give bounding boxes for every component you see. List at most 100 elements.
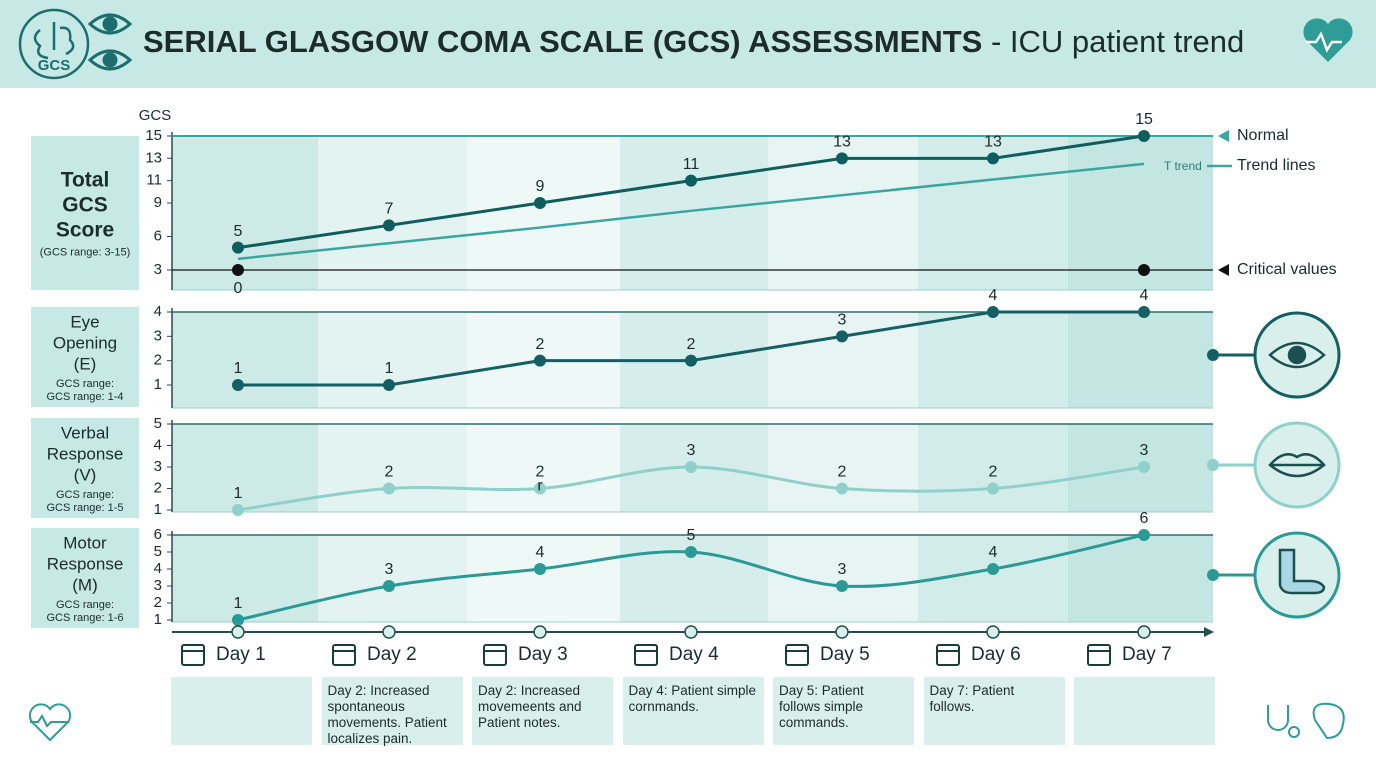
day-label: Day 5 [820,644,870,665]
data-label: 2 [989,464,998,481]
panel-label: Verbal [61,423,109,442]
day-label: Day 6 [971,644,1021,665]
panel-range: GCS range: 1-5 [46,502,123,514]
day-label: Day 4 [669,644,719,665]
panel-label-box [31,136,139,290]
y-tick-label: 9 [154,194,162,211]
data-label: 1 [385,360,394,377]
data-label: 6 [1140,510,1149,527]
data-label: 3 [838,312,847,329]
icon-text: GCS [38,57,71,74]
annotation: 0 [234,280,243,297]
panel-label: (M) [72,575,97,594]
data-label: 4 [536,544,545,561]
data-point [534,197,546,209]
data-point [987,563,999,575]
data-point [685,461,697,473]
column-band [467,424,620,512]
data-label: 3 [1140,442,1149,459]
data-point [685,174,697,187]
panel-label-box [31,307,139,407]
y-tick-label: 5 [154,415,162,432]
arm-shape [1278,548,1326,595]
calendar-icon [332,644,356,666]
panel-range: GCS range: [56,489,114,501]
data-label: 5 [234,223,243,240]
data-label: 3 [838,561,847,578]
lips-shape [1268,453,1326,478]
data-label: 15 [1135,111,1153,128]
data-label: 2 [536,336,545,353]
y-tick-label: 3 [154,261,162,278]
column-band [1068,136,1213,290]
column-band [620,136,768,290]
column-band [318,312,467,408]
y-tick-label: 2 [154,594,162,611]
legend-label: Critical values [1237,261,1337,278]
data-label: 2 [838,464,847,481]
y-tick-label: 4 [154,560,162,577]
critical-marker [1138,264,1150,276]
data-point [534,563,546,575]
column-band [1068,312,1213,408]
panel-range: GCS range: [56,599,114,611]
data-label: 11 [683,156,700,173]
calendar-body [332,644,356,666]
icon [1268,341,1326,369]
y-tick-label: 1 [154,611,162,628]
y-tick-label: 1 [154,376,162,393]
title: SERIAL GLASGOW COMA SCALE (GCS) ASSESSME… [143,24,1244,59]
y-tick-label: 1 [154,501,162,518]
note-box: Day 4: Patient simple cornmands. [622,677,764,745]
column-band [918,424,1068,512]
pulse [1306,31,1342,53]
time-arrow [1204,627,1214,637]
y-tick-label: 2 [154,479,162,496]
note-box [171,677,312,745]
y-tick-label: 3 [154,458,162,475]
column-band [768,535,918,622]
brain-icon [18,8,90,80]
column-band [172,136,318,290]
calendar-icon [634,644,658,666]
day-label: Day 3 [518,644,568,665]
column-band [172,424,318,512]
data-point [1138,130,1150,142]
column-band [318,136,467,290]
legend-arrow [1218,264,1229,276]
footer-icons [28,702,1345,742]
note-box: Day 7: Patient follows. [923,677,1065,745]
data-label: 2 [385,464,394,481]
data-label: 2 [536,464,545,481]
day-label: Day 2 [367,644,417,665]
title-sub: - ICU patient trend [982,24,1244,59]
data-label: 4 [989,544,998,561]
y-tick-label: 6 [154,227,162,244]
day-marker [684,625,698,639]
data-label: 4 [1140,287,1149,304]
panel-range: GCS range: 1-4 [46,391,123,403]
panel-label: (E) [74,354,97,373]
data-point [836,330,848,343]
data-label: 9 [536,178,545,195]
data-point [534,354,546,367]
panel-range: GCS range: 1-6 [46,612,123,624]
annotation: r [537,478,543,495]
icon [1278,548,1326,595]
calendar-icon [483,644,507,666]
day-label: Day 7 [1122,644,1172,665]
y-tick-label: 13 [145,149,162,166]
calendar-body [1087,644,1111,666]
data-label: 3 [687,442,696,459]
panel-label: Eye [70,312,99,331]
data-label: 5 [687,527,696,544]
calendar-icon [1087,644,1111,666]
day-marker [1137,625,1151,639]
note-box: Day 2: Increased spontaneous movements. … [321,677,463,746]
data-label: 1 [234,485,243,502]
data-point [987,152,999,165]
calendar-body [936,644,960,666]
critical-marker [232,264,244,276]
header-band [0,0,1376,88]
